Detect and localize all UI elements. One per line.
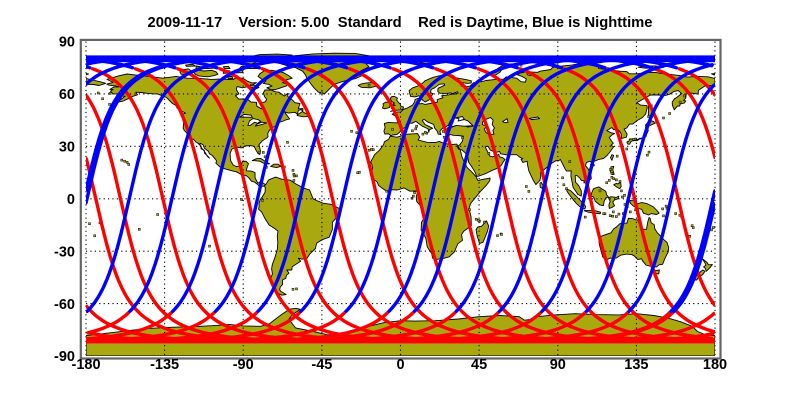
svg-text:-90: -90	[233, 357, 254, 373]
svg-text:0: 0	[396, 357, 404, 373]
svg-text:180: 180	[703, 357, 727, 373]
svg-text:90: 90	[59, 35, 75, 51]
svg-text:-180: -180	[71, 357, 100, 373]
svg-text:2009-11-17 Version: 5.00 S: 2009-11-17 Version: 5.00 Standard Red is…	[148, 15, 653, 31]
svg-text:0: 0	[67, 192, 75, 208]
svg-text:30: 30	[59, 140, 75, 156]
svg-text:-45: -45	[311, 357, 332, 373]
svg-text:-135: -135	[150, 357, 179, 373]
svg-text:45: 45	[471, 357, 487, 373]
svg-text:-90: -90	[54, 349, 75, 365]
svg-text:90: 90	[550, 357, 566, 373]
svg-text:-30: -30	[54, 244, 75, 260]
svg-text:135: 135	[624, 357, 648, 373]
svg-text:-60: -60	[54, 297, 75, 313]
svg-text:60: 60	[59, 87, 75, 103]
